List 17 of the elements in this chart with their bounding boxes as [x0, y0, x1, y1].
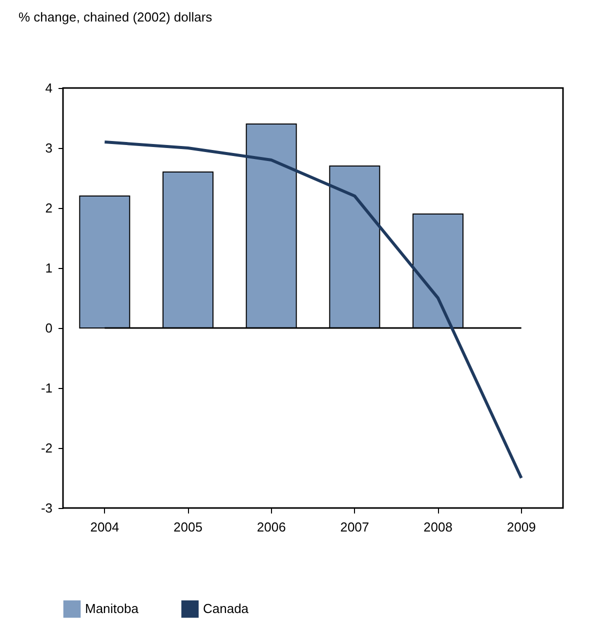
x-tick-label: 2008 — [424, 520, 452, 534]
legend-label: Manitoba — [85, 601, 140, 616]
y-tick-label: 2 — [45, 200, 52, 216]
y-tick-label: 1 — [45, 260, 52, 276]
y-tick-label: 0 — [45, 320, 52, 336]
y-tick-label: -1 — [40, 380, 52, 396]
y-axis-title: % change, chained (2002) dollars — [18, 10, 213, 24]
y-tick-label: -3 — [40, 500, 52, 516]
x-tick-label: 2004 — [90, 520, 120, 534]
legend-label: Canada — [203, 601, 250, 616]
y-tick-label: -2 — [40, 440, 52, 456]
x-tick-label: 2006 — [256, 520, 286, 534]
x-tick-label: 2009 — [506, 520, 536, 534]
y-tick-label: 3 — [45, 140, 52, 156]
y-tick-label: 4 — [45, 80, 52, 96]
x-tick-label: 2005 — [174, 520, 202, 534]
x-tick-label: 2007 — [340, 520, 370, 534]
